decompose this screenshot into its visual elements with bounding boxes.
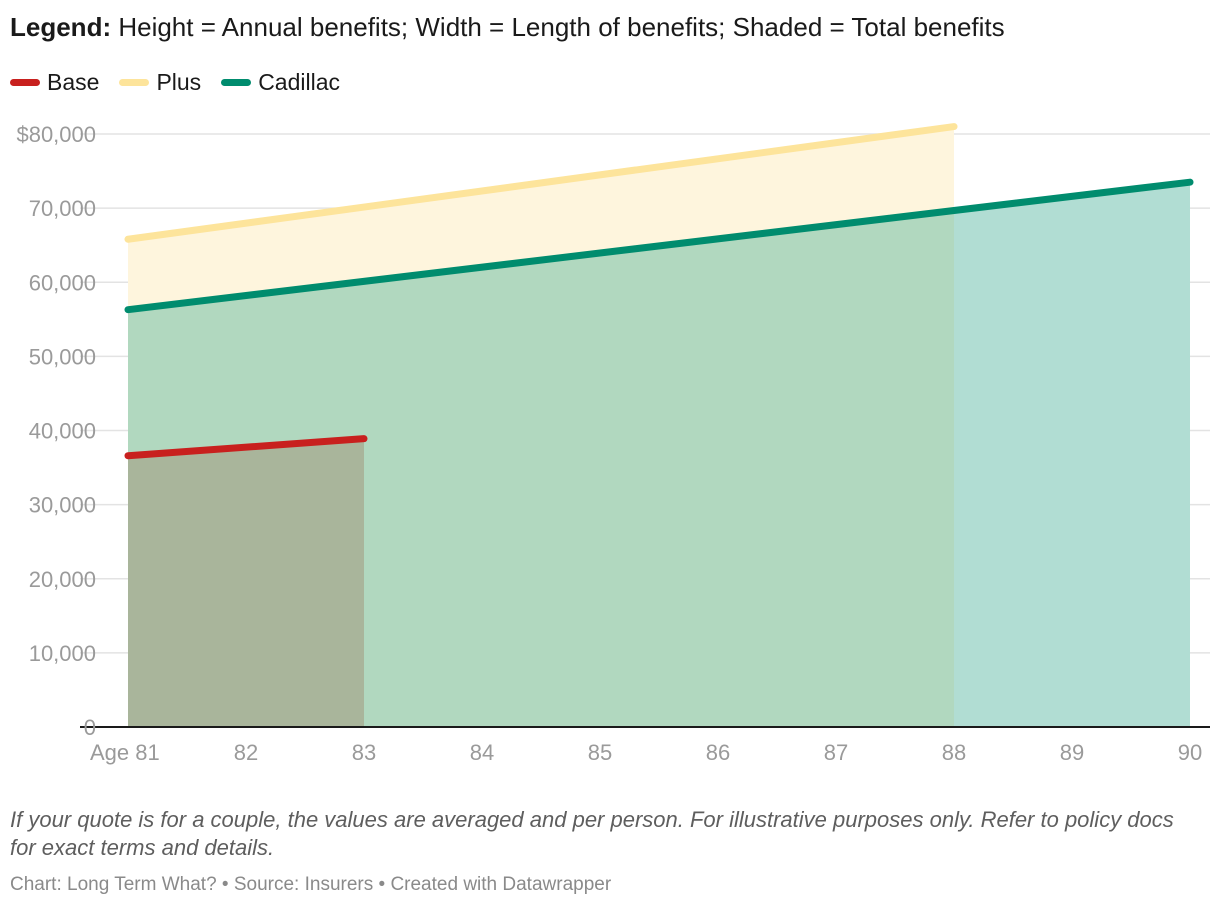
x-tick-label: 87 bbox=[824, 740, 848, 765]
legend-label-base: Base bbox=[47, 69, 100, 95]
y-tick-label: 30,000 bbox=[29, 493, 96, 518]
legend-swatch-plus bbox=[119, 78, 150, 86]
series-lines bbox=[124, 123, 1194, 460]
legend-item-cadillac: Cadillac bbox=[221, 67, 340, 97]
x-tick-label: 83 bbox=[352, 740, 376, 765]
y-tick-label: 50,000 bbox=[29, 344, 96, 369]
x-tick-label: 85 bbox=[588, 740, 612, 765]
legend-swatch-base bbox=[10, 78, 40, 86]
line-base bbox=[124, 435, 368, 460]
x-tick-label: 86 bbox=[706, 740, 730, 765]
legend: Base Plus Cadillac bbox=[10, 67, 360, 97]
x-axis-ticks: Age 81 82 83 84 85 86 87 88 89 90 bbox=[90, 740, 1202, 765]
area-base bbox=[128, 438, 364, 727]
footnote: If your quote is for a couple, the value… bbox=[10, 807, 1174, 860]
chart-header: Legend: Height = Annual benefits; Width … bbox=[10, 11, 1005, 43]
x-tick-label: 89 bbox=[1060, 740, 1084, 765]
line-plus bbox=[124, 123, 958, 243]
x-tick-label: 82 bbox=[234, 740, 258, 765]
legend-swatch-cadillac bbox=[221, 78, 252, 86]
legend-item-plus: Plus bbox=[119, 67, 201, 97]
legend-heading: Legend: bbox=[10, 12, 112, 42]
legend-label-plus: Plus bbox=[156, 69, 202, 95]
y-tick-label: 70,000 bbox=[29, 196, 96, 221]
x-tick-label: Age 81 bbox=[90, 740, 160, 765]
legend-description: Height = Annual benefits; Width = Length… bbox=[111, 12, 1005, 42]
y-tick-label: 20,000 bbox=[29, 567, 96, 592]
y-axis-ticks: 0 10,000 20,000 30,000 40,000 50,000 60,000 70,… bbox=[16, 122, 96, 740]
chart-plot: 0 10,000 20,000 30,000 40,000 50,000 60,000 70,… bbox=[16, 122, 1210, 765]
y-tick-label: $80,000 bbox=[16, 122, 96, 147]
legend-label-cadillac: Cadillac bbox=[258, 69, 341, 95]
y-tick-label: 0 bbox=[84, 715, 96, 740]
chart-credit: Chart: Long Term What? • Source: Insurer… bbox=[10, 874, 612, 895]
y-tick-label: 40,000 bbox=[29, 419, 96, 444]
legend-item-base: Base bbox=[10, 67, 99, 97]
x-tick-label: 88 bbox=[942, 740, 966, 765]
x-tick-label: 90 bbox=[1178, 740, 1202, 765]
y-tick-label: 60,000 bbox=[29, 270, 96, 295]
series-areas bbox=[80, 126, 1210, 728]
line-cadillac bbox=[124, 178, 1194, 314]
x-tick-label: 84 bbox=[470, 740, 494, 765]
y-tick-label: 10,000 bbox=[29, 641, 96, 666]
